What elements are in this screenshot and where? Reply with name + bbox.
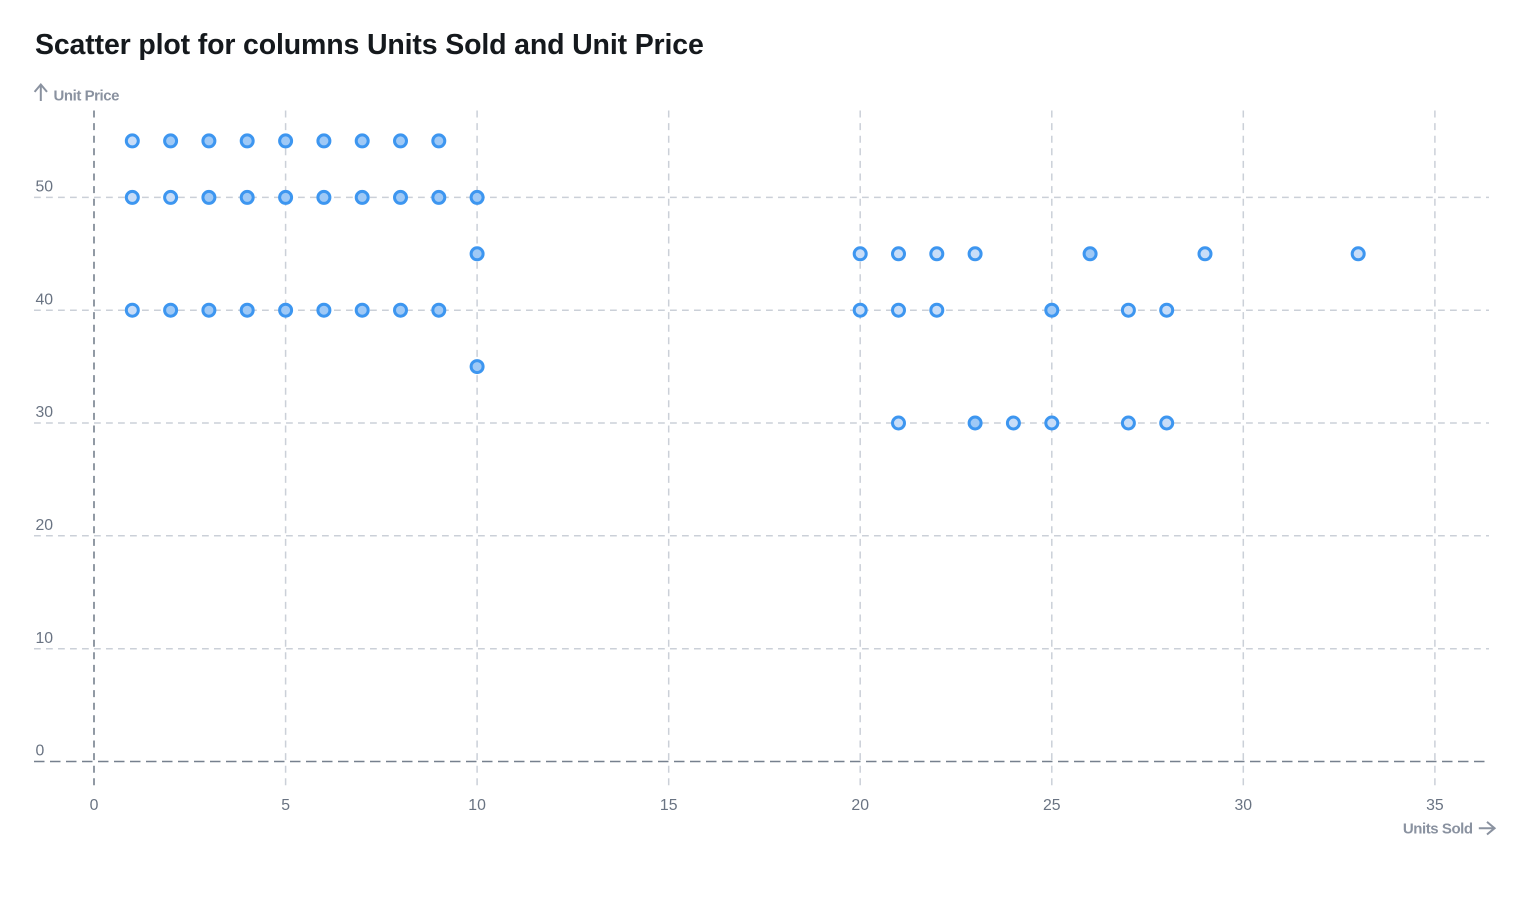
svg-text:Units Sold: Units Sold — [1403, 820, 1473, 837]
svg-text:30: 30 — [1235, 797, 1253, 814]
svg-text:40: 40 — [36, 291, 54, 308]
svg-text:10: 10 — [36, 630, 54, 647]
svg-text:Unit Price: Unit Price — [54, 87, 120, 104]
svg-text:35: 35 — [1426, 797, 1444, 814]
svg-text:0: 0 — [36, 743, 45, 760]
svg-text:25: 25 — [1043, 797, 1061, 814]
svg-text:Scatter plot for columns Units: Scatter plot for columns Units Sold and … — [35, 29, 704, 61]
svg-text:0: 0 — [90, 797, 99, 814]
svg-text:15: 15 — [660, 797, 678, 814]
svg-text:5: 5 — [281, 797, 290, 814]
svg-text:10: 10 — [468, 797, 486, 814]
svg-text:20: 20 — [851, 797, 869, 814]
svg-text:50: 50 — [36, 179, 54, 196]
svg-text:20: 20 — [36, 517, 54, 534]
svg-text:30: 30 — [36, 404, 54, 421]
